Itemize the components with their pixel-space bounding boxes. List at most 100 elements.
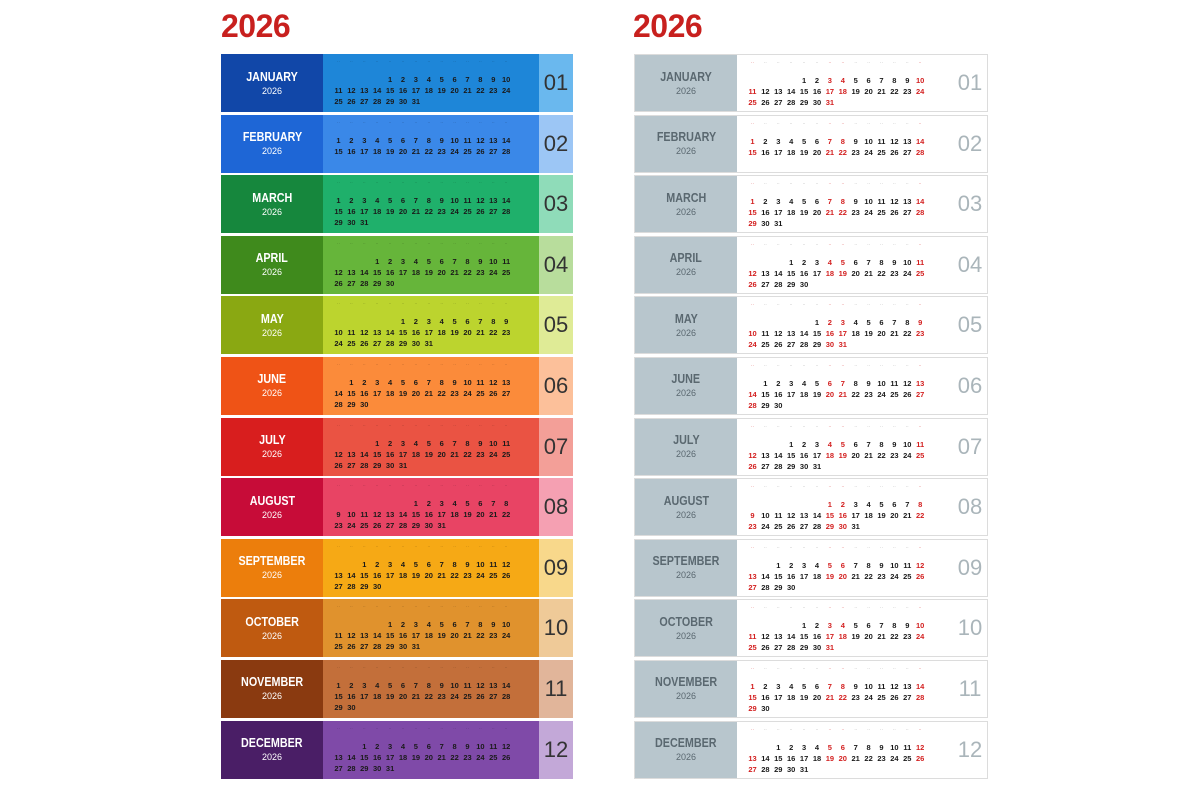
weekday-marker: ··: [491, 664, 495, 670]
month-name: FEBRUARY: [242, 130, 302, 145]
day-number: 4: [853, 318, 858, 328]
weekday-marker: ··: [362, 483, 366, 489]
day-number: 21: [877, 87, 886, 96]
weekday-marker: ··: [453, 119, 456, 125]
day-number: 24: [903, 268, 912, 278]
weekday-marker: ··: [867, 120, 870, 126]
day-number: 14: [761, 571, 770, 581]
day-number: 1: [776, 742, 781, 752]
day-number: 8: [426, 680, 431, 690]
month-block: JULY 2026: [221, 417, 323, 476]
month-row: JUNE 2026 ·· ·· ·· ·· ·· ·· ·· ·· ·· ·· ·· ·· ·· ·· 1 2 3 4…: [634, 356, 988, 415]
day-number: 19: [424, 449, 433, 459]
day-number: 19: [424, 267, 433, 277]
day-number: 3: [400, 256, 406, 266]
day-number: 19: [385, 146, 395, 156]
month-block: NOVEMBER 2026: [221, 659, 323, 718]
day-number: 11: [877, 197, 886, 207]
day-number: 20: [864, 87, 873, 96]
day-number: 24: [347, 521, 356, 531]
day-number: 5: [426, 256, 431, 266]
day-number: 10: [877, 378, 886, 388]
day-number: 21: [437, 570, 446, 580]
day-number: 8: [452, 741, 457, 751]
day-number: 10: [890, 560, 899, 570]
weekday-marker: ··: [764, 605, 767, 611]
day-number: 20: [851, 450, 860, 460]
day-number: 29: [411, 521, 421, 531]
weekday-marker: ··: [828, 241, 832, 247]
day-number: 24: [864, 692, 873, 702]
day-number: 31: [398, 460, 408, 470]
day-number: 11: [502, 256, 511, 266]
weekday-marker: ··: [776, 726, 780, 732]
day-number: 22: [864, 753, 873, 763]
day-number: 1: [750, 197, 755, 207]
day-number: 15: [398, 328, 408, 338]
weekday-marker: ··: [841, 423, 845, 429]
day-number: 9: [853, 197, 858, 207]
day-number: 28: [812, 522, 822, 532]
day-number: 25: [489, 570, 498, 580]
day-number: 13: [787, 329, 796, 339]
day-number: 8: [504, 499, 509, 509]
day-number: 28: [916, 692, 925, 702]
day-number: 8: [439, 377, 444, 387]
weekday-marker: ··: [867, 605, 870, 611]
day-number: 18: [373, 146, 382, 156]
month-year: 2026: [261, 146, 283, 157]
day-number: 30: [761, 703, 770, 713]
weekday-marker: ··: [337, 180, 340, 186]
day-number: 17: [360, 207, 369, 217]
month-year: 2026: [261, 388, 283, 399]
day-number: 28: [787, 643, 796, 653]
day-number: 18: [385, 388, 395, 398]
day-number: 10: [450, 196, 459, 206]
day-number: 21: [903, 511, 912, 521]
day-number: 23: [437, 207, 446, 217]
weekday-marker: ··: [828, 484, 832, 490]
month-number: 12: [957, 736, 983, 762]
day-number: 18: [424, 86, 433, 95]
day-number: 10: [864, 197, 873, 207]
month-row: FEBRUARY 2026 ·· ·· ·· ·· ·· ·· ·· ·· ·· ·· ·· ·· ·· ··…: [634, 114, 988, 173]
day-number: 24: [877, 389, 886, 399]
day-number: 26: [502, 752, 511, 762]
day-number: 11: [903, 560, 912, 570]
day-number: 12: [774, 329, 783, 339]
day-number: 21: [411, 207, 421, 217]
day-number: 2: [827, 318, 832, 328]
day-number: 14: [787, 632, 796, 642]
day-number: 7: [866, 257, 871, 267]
weekday-marker: ··: [479, 604, 482, 610]
day-number: 5: [840, 257, 845, 267]
month-row: OCTOBER 2026 ·· ·· ·· ·· ·· ·· ·· ·· ·· ·· ·· ·· ·· ·· 1…: [221, 599, 573, 658]
weekday-marker: ··: [427, 664, 431, 670]
day-number: 1: [362, 559, 367, 569]
day-number: 10: [916, 76, 925, 85]
day-number: 2: [349, 680, 354, 690]
weekday-marker: ··: [337, 422, 340, 428]
month-year: 2026: [261, 630, 283, 641]
day-number: 15: [411, 510, 421, 520]
weekday-marker: ··: [440, 664, 444, 670]
weekday-marker: ··: [854, 181, 858, 187]
day-grid: ·· ·· ·· ·· ·· ·· ·· ·· ·· ·· ·· ·· ·· ·· 1 2 3 4 5 6 7 8 9 10 1…: [737, 479, 953, 535]
day-number: 27: [748, 582, 757, 592]
weekday-marker: ··: [905, 726, 909, 732]
day-grid: ·· ·· ·· ·· ·· ·· ·· ·· ·· ·· ·· ·· ·· ·· 1 2 3 4 5 6 7 8 9 10 1…: [737, 419, 953, 475]
weekday-marker: ··: [504, 664, 508, 670]
weekday-marker: ··: [880, 605, 883, 611]
day-number: 21: [463, 86, 472, 95]
day-number: 16: [398, 631, 408, 641]
day-number: 4: [840, 76, 845, 85]
day-number: 16: [411, 328, 421, 338]
day-number: 27: [385, 521, 395, 531]
day-number: 19: [838, 450, 847, 460]
weekday-marker: ··: [751, 605, 754, 611]
weekday-marker: ··: [414, 240, 418, 246]
day-number: 23: [903, 632, 912, 642]
weekday-marker: ··: [427, 483, 431, 489]
day-number: 7: [892, 318, 897, 328]
weekday-marker: ··: [841, 726, 845, 732]
